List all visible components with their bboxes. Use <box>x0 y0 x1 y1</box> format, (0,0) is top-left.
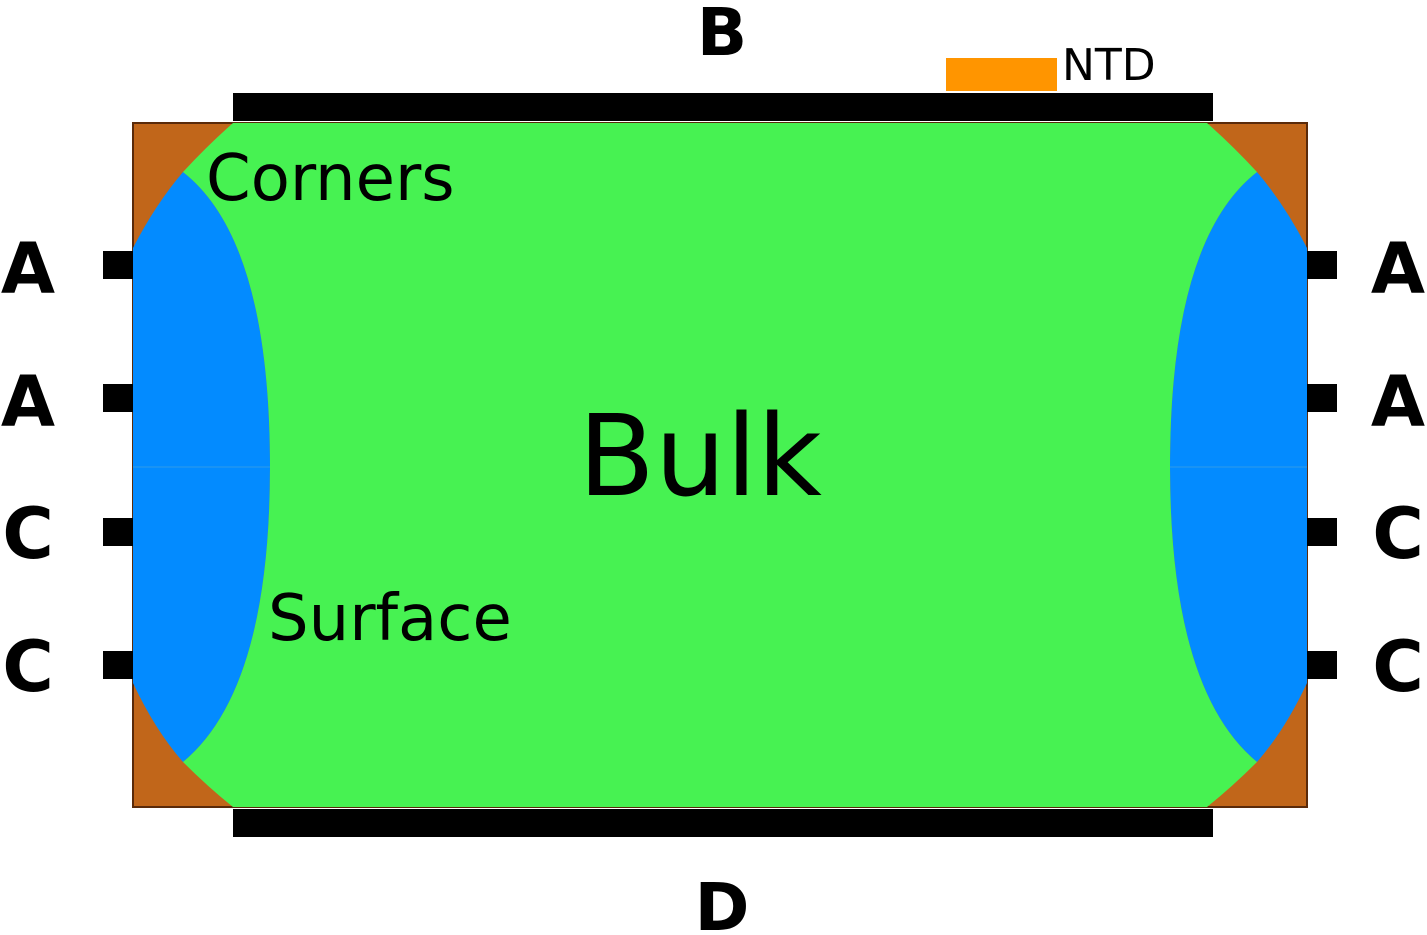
label-corners: Corners <box>206 142 455 216</box>
label-left-3: C <box>2 493 53 575</box>
electrode-left-3 <box>103 518 133 546</box>
label-bottom-electrode: D <box>695 869 750 935</box>
ntd-sensor <box>946 58 1057 91</box>
label-right-3: C <box>1372 493 1423 575</box>
label-left-4: C <box>2 626 53 708</box>
label-surface: Surface <box>268 582 512 656</box>
label-ntd: NTD <box>1062 40 1156 91</box>
electrode-left-1 <box>103 251 133 279</box>
electrode-left-4 <box>103 651 133 679</box>
electrode-right-4 <box>1307 651 1337 679</box>
label-bulk: Bulk <box>578 392 822 522</box>
electrode-right-3 <box>1307 518 1337 546</box>
electrode-right-2 <box>1307 384 1337 412</box>
label-left-2: A <box>1 361 55 443</box>
label-right-2: A <box>1371 361 1425 443</box>
electrode-left-2 <box>103 384 133 412</box>
label-left-1: A <box>1 228 55 310</box>
electrode-top-b <box>233 93 1213 121</box>
label-top-electrode: B <box>697 0 747 71</box>
label-right-4: C <box>1372 626 1423 708</box>
electrode-right-1 <box>1307 251 1337 279</box>
label-right-1: A <box>1371 228 1425 310</box>
electrode-bottom-d <box>233 809 1213 837</box>
bulk-region <box>183 123 1257 807</box>
